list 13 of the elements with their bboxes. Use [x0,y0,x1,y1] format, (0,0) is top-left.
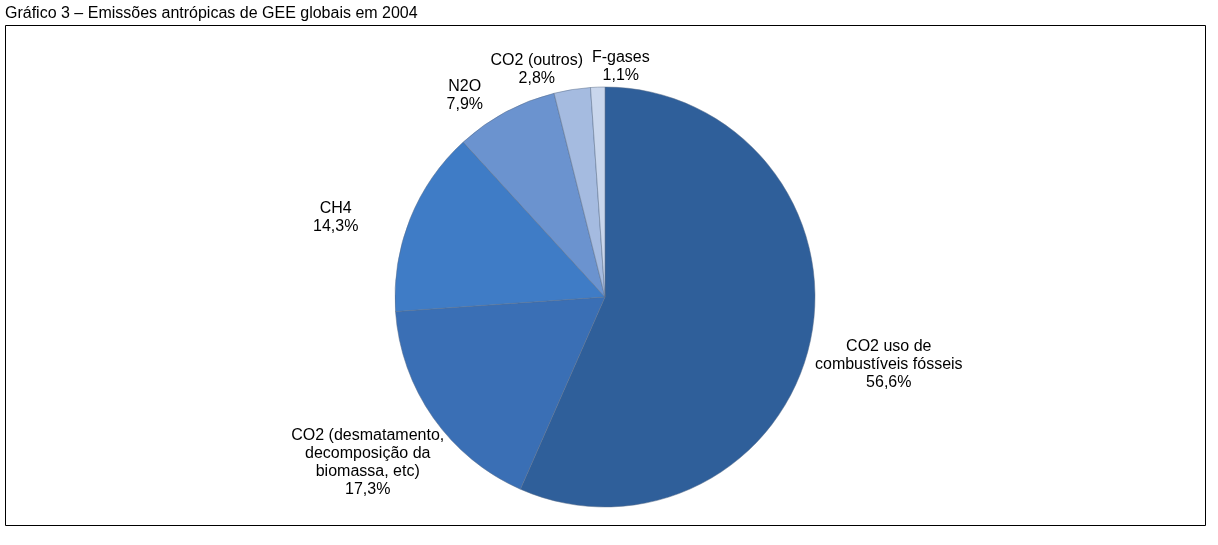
slice-label: N2O [448,76,482,94]
slice-label: CO2 (desmatamento, decomposição da biomassa, etc) [291,426,445,479]
data-label: 17,3% [345,480,391,497]
data-label: 1,1% [602,66,639,84]
chart-title: Gráfico 3 – Emissões antrópicas de GEE globais em 2004 [5,4,418,21]
slice-label: F-gases [591,48,650,66]
slice-label: CO2 (outros) [490,50,583,68]
data-label: 56,6% [866,373,912,391]
data-label: 7,9% [446,94,483,112]
slice-label: CO2 uso de combustíveis fósseis [814,337,963,373]
data-label: 2,8% [518,68,555,86]
slice-label: CH4 [319,198,352,216]
data-label: 14,3% [313,216,359,234]
